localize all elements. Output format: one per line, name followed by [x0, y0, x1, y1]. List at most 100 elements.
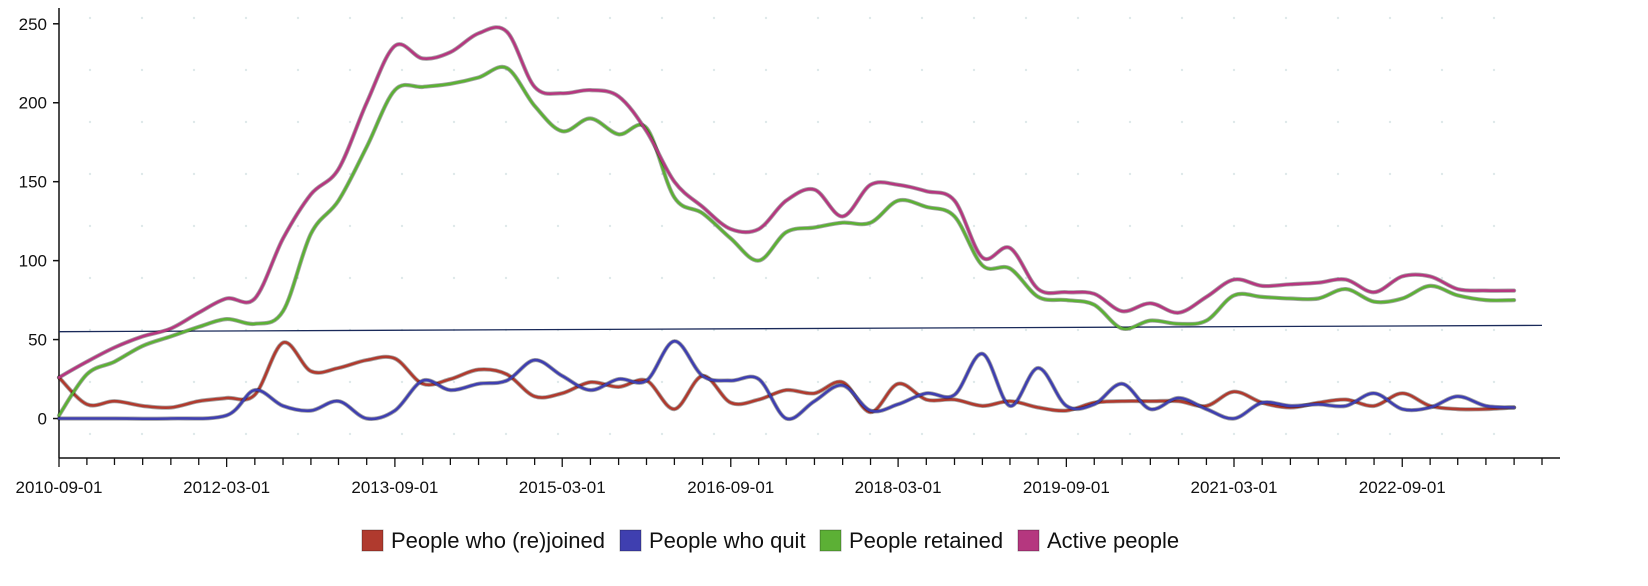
- grid-dot: [1024, 224, 1028, 228]
- grid-dot: [816, 380, 820, 384]
- grid-dot: [192, 224, 196, 228]
- grid-dot: [400, 68, 404, 72]
- grid-dot: [920, 380, 924, 384]
- grid-dot: [192, 380, 196, 384]
- grid-dot: [452, 16, 456, 20]
- legend-swatch: [819, 529, 842, 552]
- grid-dot: [192, 276, 196, 280]
- x-tick-label: 2021-03-01: [1191, 478, 1278, 497]
- y-tick-label: 150: [19, 173, 47, 192]
- grid-dot: [660, 68, 664, 72]
- grid-dot: [608, 68, 612, 72]
- grid-dot: [660, 172, 664, 176]
- grid-dot: [712, 68, 716, 72]
- grid-dot: [868, 432, 872, 436]
- legend: People who (re)joined People who quit Peop…: [361, 528, 1179, 553]
- grid-dot: [88, 172, 92, 176]
- grid-dot: [1232, 432, 1236, 436]
- y-axis-ticks: 0 50 100 150 200 250: [19, 15, 59, 429]
- grid-dot: [816, 328, 820, 332]
- grid-dot: [660, 120, 664, 124]
- grid-dot: [816, 16, 820, 20]
- grid-dot: [1076, 380, 1080, 384]
- grid-dot: [1492, 224, 1496, 228]
- x-tick-label: 2018-03-01: [855, 478, 942, 497]
- grid-dot: [660, 380, 664, 384]
- grid-dot: [1024, 432, 1028, 436]
- grid-dot: [1284, 432, 1288, 436]
- reference-line: [58, 324, 1543, 333]
- grid-dot: [400, 380, 404, 384]
- grid-dot: [400, 224, 404, 228]
- grid-dot: [88, 380, 92, 384]
- grid-dot: [400, 432, 404, 436]
- grid-dot: [868, 380, 872, 384]
- grid-dot: [920, 120, 924, 124]
- grid-dot: [816, 120, 820, 124]
- grid-dot: [868, 172, 872, 176]
- grid-dot: [348, 432, 352, 436]
- grid-dot: [140, 120, 144, 124]
- grid-dot: [1336, 380, 1340, 384]
- series-people-who-quit: [56, 339, 1517, 422]
- series-line: [57, 26, 1516, 379]
- grid-dot: [1180, 120, 1184, 124]
- grid-dot: [1284, 120, 1288, 124]
- grid-dot: [1336, 172, 1340, 176]
- grid-dot: [1180, 224, 1184, 228]
- grid-dot: [868, 276, 872, 280]
- grid-dot: [296, 16, 300, 20]
- reference-line-layer: [58, 324, 1543, 333]
- grid-dot: [764, 380, 768, 384]
- grid-dot: [972, 328, 976, 332]
- grid-dot: [244, 172, 248, 176]
- grid-dot: [296, 68, 300, 72]
- grid-dot: [816, 172, 820, 176]
- grid-dot: [296, 224, 300, 228]
- grid-dot: [972, 432, 976, 436]
- grid-dot: [1388, 276, 1392, 280]
- grid-dot: [608, 276, 612, 280]
- grid-dot: [1336, 328, 1340, 332]
- grid-dot: [452, 432, 456, 436]
- grid-dot: [192, 432, 196, 436]
- grid-dot: [1128, 432, 1132, 436]
- grid-dot: [712, 432, 716, 436]
- grid-dot: [972, 16, 976, 20]
- grid-dot: [348, 68, 352, 72]
- grid-dot: [1336, 68, 1340, 72]
- x-tick-label: 2022-09-01: [1359, 478, 1446, 497]
- grid-dot: [764, 172, 768, 176]
- grid-dot: [296, 432, 300, 436]
- grid-dot: [556, 120, 560, 124]
- grid-dot: [140, 432, 144, 436]
- y-tick-label: 50: [28, 331, 47, 350]
- series-line-shadow: [56, 25, 1517, 380]
- grid-dot: [608, 172, 612, 176]
- grid-dot: [1492, 380, 1496, 384]
- y-tick-label: 0: [38, 410, 47, 429]
- series-line: [57, 339, 1516, 421]
- grid-dot: [1336, 224, 1340, 228]
- grid-dot: [816, 432, 820, 436]
- grid-dot: [1492, 172, 1496, 176]
- x-tick-label: 2019-09-01: [1023, 478, 1110, 497]
- grid-dot: [1024, 16, 1028, 20]
- grid-dot: [764, 432, 768, 436]
- grid-dot: [88, 16, 92, 20]
- grid-dot: [712, 16, 716, 20]
- grid-dot: [1076, 172, 1080, 176]
- grid-dot: [660, 16, 664, 20]
- grid-dot: [244, 16, 248, 20]
- grid-dot: [920, 432, 924, 436]
- grid-dot: [1388, 224, 1392, 228]
- background-dot-grid: [88, 16, 1496, 436]
- grid-dot: [712, 276, 716, 280]
- grid-dot: [764, 16, 768, 20]
- series-line-shadow: [56, 64, 1517, 418]
- grid-dot: [608, 432, 612, 436]
- grid-dot: [504, 120, 508, 124]
- grid-dot: [1128, 380, 1132, 384]
- grid-dot: [1024, 120, 1028, 124]
- grid-dot: [1232, 172, 1236, 176]
